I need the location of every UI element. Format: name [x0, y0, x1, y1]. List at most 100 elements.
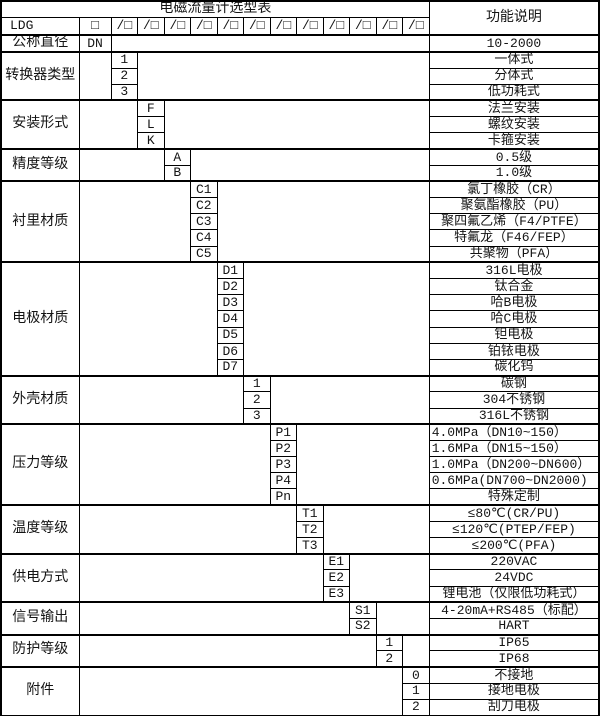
option-desc: 哈B电极 [428, 294, 600, 312]
option-desc: 一体式 [428, 50, 600, 69]
option-desc: 4-20mA+RS485（标配） [428, 601, 600, 619]
option-code: C2 [190, 197, 218, 215]
empty-cell [296, 423, 430, 506]
option-desc: 碳钢 [428, 374, 600, 393]
option-code: 1 [402, 682, 430, 700]
option-code: A [163, 147, 191, 166]
option-code: 3 [243, 407, 271, 425]
option-desc: 不接地 [428, 665, 600, 684]
option-desc: 低功耗式 [428, 83, 600, 101]
model-slot: /□ [375, 16, 403, 36]
option-code: C5 [190, 245, 218, 263]
option-desc: 卡箍安装 [428, 132, 600, 150]
option-code: 2 [375, 650, 403, 668]
model-prefix: LDG [0, 16, 80, 36]
empty-cell [137, 50, 430, 101]
option-desc: 螺纹安装 [428, 116, 600, 134]
option-desc: 聚氨酯橡胶（PU） [428, 197, 600, 215]
option-desc: 碳化钨 [428, 358, 600, 377]
option-desc: IP65 [428, 633, 600, 652]
option-desc: 特氟龙（F46/FEP） [428, 229, 600, 247]
model-slot: /□ [296, 16, 324, 36]
model-slot: /□ [269, 16, 297, 36]
model-slot: /□ [190, 16, 218, 36]
category-label: 信号输出 [0, 601, 80, 636]
option-desc: ≤120℃(PTEP/FEP) [428, 520, 600, 539]
option-desc: 接地电极 [428, 682, 600, 700]
option-code: P1 [269, 423, 297, 441]
empty-cell [78, 180, 191, 263]
option-code: L [137, 116, 165, 134]
option-desc: ≤80℃(CR/PU) [428, 504, 600, 522]
option-desc: 锂电池（仅限低功耗式） [428, 585, 600, 603]
option-code: D4 [216, 310, 244, 328]
category-label: 安装形式 [0, 99, 80, 150]
option-code: D6 [216, 342, 244, 360]
category-label: 衬里材质 [0, 180, 80, 263]
option-desc: 1.0级 [428, 164, 600, 182]
empty-cell [402, 633, 430, 668]
option-code: 1 [110, 50, 138, 69]
model-slot: /□ [216, 16, 244, 36]
option-code: E2 [322, 569, 350, 587]
model-slot: /□ [322, 16, 350, 36]
empty-cell [78, 633, 377, 668]
option-desc: 0.6MPa(DN700~DN2000) [428, 472, 600, 490]
empty-cell [78, 504, 297, 555]
option-code: 0 [402, 665, 430, 684]
empty-cell [78, 261, 218, 377]
option-desc: 1.0MPa（DN200~DN600） [428, 456, 600, 474]
empty-cell [78, 99, 138, 150]
empty-cell [375, 601, 430, 636]
option-code: 2 [402, 698, 430, 716]
option-code: T1 [296, 504, 324, 522]
empty-cell [78, 147, 165, 182]
option-desc: 1.6MPa（DN15~150） [428, 439, 600, 458]
empty-cell [78, 552, 324, 603]
option-code: S1 [349, 601, 377, 619]
option-code: D7 [216, 358, 244, 377]
function-column-title: 功能说明 [428, 0, 600, 36]
option-desc: 316L电极 [428, 261, 600, 280]
empty-cell [78, 423, 271, 506]
option-desc: ≤200℃(PFA) [428, 536, 600, 555]
category-label: 外壳材质 [0, 374, 80, 425]
option-desc: 法兰安装 [428, 99, 600, 118]
empty-cell [110, 34, 430, 53]
option-desc: 特殊定制 [428, 488, 600, 506]
option-desc: 钽电极 [428, 326, 600, 344]
empty-cell [322, 504, 430, 555]
empty-cell [78, 50, 112, 101]
option-code: P4 [269, 472, 297, 490]
option-code: P3 [269, 456, 297, 474]
option-desc: 4.0MPa（DN10~150） [428, 423, 600, 441]
option-desc: 刮刀电极 [428, 698, 600, 716]
option-desc: 304不锈钢 [428, 391, 600, 409]
empty-cell [190, 147, 430, 182]
option-code: T3 [296, 536, 324, 555]
option-desc: IP68 [428, 650, 600, 668]
category-label: 温度等级 [0, 504, 80, 555]
option-desc: 24VDC [428, 569, 600, 587]
option-desc: 氯丁橡胶（CR） [428, 180, 600, 199]
option-code: E3 [322, 585, 350, 603]
option-code: 1 [243, 374, 271, 393]
category-label: 电极材质 [0, 261, 80, 377]
option-code: 2 [110, 67, 138, 85]
option-code: 1 [375, 633, 403, 652]
category-label: 压力等级 [0, 423, 80, 506]
model-slot: /□ [137, 16, 165, 36]
empty-cell [163, 99, 430, 150]
option-desc: 铂铱电极 [428, 342, 600, 360]
category-label: 精度等级 [0, 147, 80, 182]
empty-cell [78, 374, 244, 425]
option-code: S2 [349, 617, 377, 636]
option-desc: 220VAC [428, 552, 600, 571]
option-code: D2 [216, 277, 244, 296]
model-slot: /□ [243, 16, 271, 36]
option-code: C1 [190, 180, 218, 199]
option-desc: 钛合金 [428, 277, 600, 296]
model-box: □ [78, 16, 112, 36]
category-label: 供电方式 [0, 552, 80, 603]
